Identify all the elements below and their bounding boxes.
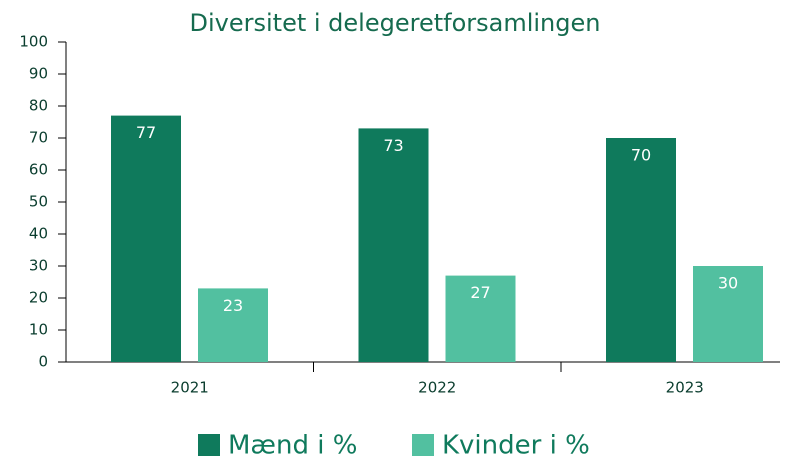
legend-swatch — [198, 434, 220, 456]
bar — [445, 275, 516, 362]
y-tick-label: 0 — [38, 353, 48, 371]
legend-label: Mænd i % — [228, 431, 357, 460]
bar — [358, 128, 429, 362]
bar — [198, 288, 268, 362]
data-label: 73 — [383, 136, 403, 155]
data-label: 70 — [631, 146, 651, 165]
data-label: 23 — [223, 296, 243, 315]
y-tick-label: 60 — [29, 161, 48, 179]
y-tick-label: 30 — [29, 257, 48, 275]
data-label: 30 — [718, 274, 738, 293]
data-label: 77 — [136, 123, 156, 142]
legend-label: Kvinder i % — [442, 431, 590, 460]
y-tick-label: 90 — [29, 65, 48, 83]
y-tick-label: 10 — [29, 321, 48, 339]
y-tick-label: 40 — [29, 225, 48, 243]
x-tick-label: 2021 — [171, 379, 209, 397]
bar — [111, 115, 181, 362]
bar — [693, 266, 763, 362]
y-tick-label: 20 — [29, 289, 48, 307]
y-tick-label: 80 — [29, 97, 48, 115]
chart-title: Diversitet i delegeretforsamlingen — [190, 9, 601, 37]
x-tick-label: 2022 — [418, 379, 456, 397]
x-tick-label: 2023 — [666, 379, 704, 397]
data-label: 27 — [470, 283, 490, 302]
y-tick-label: 70 — [29, 129, 48, 147]
y-tick-label: 50 — [29, 193, 48, 211]
bar — [606, 138, 676, 362]
y-tick-label: 100 — [19, 33, 48, 51]
legend-swatch — [412, 434, 434, 456]
